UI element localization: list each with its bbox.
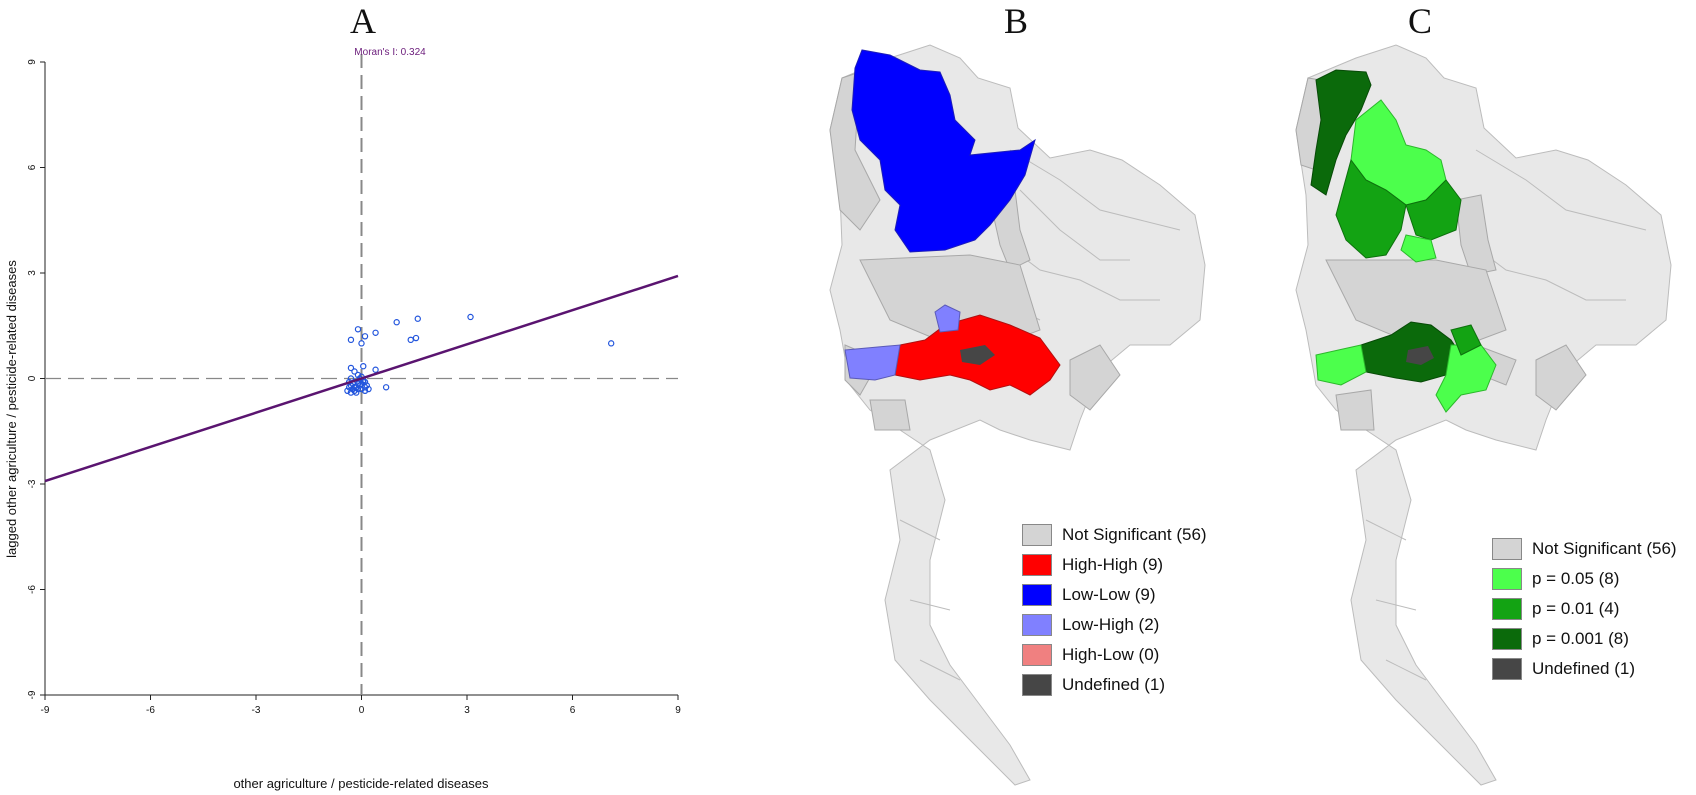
x-tick-label: 6 — [570, 705, 576, 716]
scatter-point — [347, 336, 355, 344]
scatter-point — [344, 387, 351, 395]
scatter-point — [414, 315, 421, 322]
scatter-point — [372, 329, 379, 336]
scatter-point — [382, 384, 390, 391]
x-tick-label: 9 — [675, 705, 681, 716]
legend-item: Not Significant (56) — [1492, 534, 1677, 564]
undefined-region — [1406, 346, 1434, 365]
p01-region-north — [1335, 158, 1407, 259]
legend-item: Undefined (1) — [1492, 654, 1677, 684]
x-tick-label: -3 — [252, 705, 261, 716]
legend-item: High-Low (0) — [1022, 640, 1207, 670]
scatter-point — [407, 336, 414, 344]
legend-item: p = 0.001 (8) — [1492, 624, 1677, 654]
y-tick-label: -3 — [27, 479, 38, 488]
p01-region-central — [1450, 324, 1482, 356]
scatter-point — [351, 387, 358, 395]
p01-region-east — [1405, 179, 1462, 241]
y-tick-label: 9 — [27, 59, 38, 65]
legend-swatch-high-high — [1022, 554, 1052, 576]
legend-swatch-high-low — [1022, 644, 1052, 666]
legend-c: Not Significant (56) p = 0.05 (8) p = 0.… — [1492, 534, 1677, 684]
y-tick-label: 3 — [27, 270, 38, 276]
scatter-point — [361, 333, 369, 340]
panel-label-b: B — [1004, 1, 1029, 41]
x-tick-label: -6 — [146, 705, 155, 716]
scatter-point — [353, 389, 360, 396]
legend-swatch-undefined — [1492, 658, 1522, 680]
scatter-point — [354, 371, 362, 379]
panel-label-c: C — [1408, 1, 1433, 41]
x-tick-label: 3 — [464, 705, 470, 716]
scatter-point — [356, 382, 363, 389]
significance-map — [1295, 44, 1672, 786]
regression-line — [44, 274, 679, 483]
legend-swatch-p001 — [1492, 598, 1522, 620]
scatter-point — [358, 340, 365, 347]
scatter-point — [607, 340, 615, 347]
scatter-point — [361, 378, 369, 386]
legend-item: p = 0.01 (4) — [1492, 594, 1677, 624]
y-axis-label: lagged other agriculture / pesticide-rel… — [4, 260, 19, 558]
scatter-point — [351, 384, 358, 391]
low-low-region — [851, 49, 1036, 253]
scatter-point — [412, 334, 420, 342]
p005-region-west — [1315, 344, 1367, 386]
scatter-point — [393, 319, 400, 326]
x-axis-label: other agriculture / pesticide-related di… — [233, 776, 489, 791]
x-tick-label: -9 — [41, 705, 50, 716]
scatter-point — [365, 385, 372, 393]
y-tick-label: -6 — [27, 585, 38, 594]
legend-item: Low-High (2) — [1022, 610, 1207, 640]
legend-swatch-not-significant — [1022, 524, 1052, 546]
morans-i-annotation: Moran's I: 0.324 — [354, 47, 426, 58]
legend-item: High-High (9) — [1022, 550, 1207, 580]
y-tick-label: -9 — [27, 690, 38, 699]
scatter-point — [347, 364, 355, 372]
legend-b: Not Significant (56) High-High (9) Low-L… — [1022, 520, 1207, 700]
undefined-region — [960, 345, 995, 365]
panel-label-a: A — [350, 1, 376, 41]
scatter-point — [351, 368, 358, 375]
p005-region-southeast — [1435, 344, 1497, 413]
y-tick-label: 0 — [27, 375, 38, 381]
legend-item: Low-Low (9) — [1022, 580, 1207, 610]
not-significant-regions — [1295, 77, 1587, 431]
legend-swatch-p0001 — [1492, 628, 1522, 650]
scatter-point — [363, 382, 370, 389]
scatter-point — [361, 387, 369, 395]
y-tick-label: 6 — [27, 164, 38, 170]
legend-swatch-undefined — [1022, 674, 1052, 696]
p001-region-north — [1310, 69, 1372, 196]
legend-item: p = 0.05 (8) — [1492, 564, 1677, 594]
lisa-cluster-map — [829, 44, 1206, 786]
x-tick-label: 0 — [359, 705, 365, 716]
scatter-point — [360, 362, 367, 370]
moran-scatter-plot: -9 -6 -3 0 3 6 9 -9 -6 -3 0 3 6 9 Moran's I: 0.324 ot… — [4, 47, 681, 791]
scatter-point — [372, 366, 379, 373]
legend-swatch-low-low — [1022, 584, 1052, 606]
legend-swatch-not-significant — [1492, 538, 1522, 560]
scatter-point — [467, 313, 474, 321]
legend-swatch-low-high — [1022, 614, 1052, 636]
legend-item: Undefined (1) — [1022, 670, 1207, 700]
scatter-point — [354, 326, 362, 333]
low-high-region-west — [844, 344, 901, 381]
p005-region-east — [1400, 234, 1437, 263]
scatter-point — [354, 385, 362, 393]
scatter-point — [358, 380, 365, 387]
low-high-region-north — [934, 304, 961, 333]
legend-swatch-p005 — [1492, 568, 1522, 590]
legend-item: Not Significant (56) — [1022, 520, 1207, 550]
